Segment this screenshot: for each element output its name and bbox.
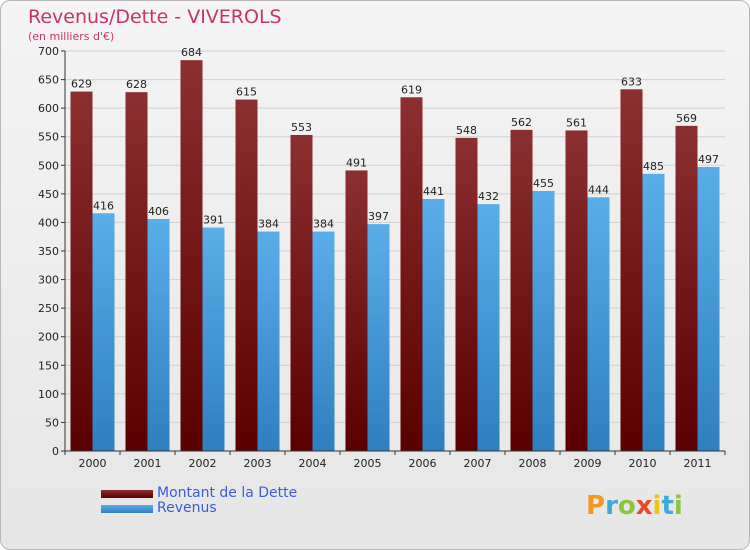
legend-swatch-debt xyxy=(101,490,153,498)
bar-revenue xyxy=(312,231,335,451)
y-tick-label: 100 xyxy=(38,388,59,401)
bar-debt xyxy=(510,129,533,451)
legend-label-revenue: Revenus xyxy=(157,500,217,516)
data-label: 633 xyxy=(621,75,642,88)
logo-letter: i xyxy=(652,491,662,521)
data-label: 406 xyxy=(148,205,169,218)
chart-title: Revenus/Dette - VIVEROLS xyxy=(28,6,282,28)
bar-revenue xyxy=(257,231,280,451)
data-label: 491 xyxy=(346,156,367,169)
y-tick-label: 550 xyxy=(38,131,59,144)
logo-letter: i xyxy=(673,491,683,521)
data-label: 561 xyxy=(566,116,587,129)
y-tick-label: 650 xyxy=(38,74,59,87)
bar-revenue xyxy=(697,167,720,451)
data-label: 432 xyxy=(478,190,499,203)
data-label: 391 xyxy=(203,214,224,227)
chart-subtitle: (en milliers d'€) xyxy=(28,30,115,43)
bar-revenue xyxy=(532,191,555,451)
x-tick-label: 2008 xyxy=(519,457,547,470)
bar-debt xyxy=(675,125,698,451)
data-label: 444 xyxy=(588,183,609,196)
bar-debt xyxy=(180,60,203,452)
bar-debt xyxy=(235,99,258,452)
y-tick-label: 400 xyxy=(38,216,59,229)
x-tick-label: 2007 xyxy=(464,457,492,470)
bar-debt xyxy=(125,92,148,452)
bar-revenue xyxy=(477,204,500,451)
data-label: 455 xyxy=(533,177,554,190)
bar-revenue xyxy=(367,224,390,451)
y-tick-label: 450 xyxy=(38,188,59,201)
data-label: 485 xyxy=(643,160,664,173)
data-label: 628 xyxy=(126,78,147,91)
x-tick-label: 2006 xyxy=(409,457,437,470)
bar-debt xyxy=(345,170,368,451)
data-label: 619 xyxy=(401,83,422,96)
data-label: 569 xyxy=(676,112,697,125)
bar-revenue xyxy=(202,227,225,451)
logo-letter: x xyxy=(635,491,653,521)
bar-revenue xyxy=(147,219,170,451)
bar-revenue xyxy=(422,199,445,451)
y-tick-label: 350 xyxy=(38,245,59,258)
bar-debt xyxy=(400,97,423,452)
y-tick-label: 500 xyxy=(38,159,59,172)
data-label: 384 xyxy=(313,218,334,231)
bar-debt xyxy=(290,135,313,451)
x-tick-label: 2000 xyxy=(79,457,107,470)
y-tick-label: 300 xyxy=(38,274,59,287)
data-label: 629 xyxy=(71,78,92,91)
bar-debt xyxy=(70,91,93,452)
x-tick-label: 2002 xyxy=(189,457,217,470)
y-tick-label: 0 xyxy=(52,445,59,458)
x-tick-label: 2005 xyxy=(354,457,382,470)
data-label: 553 xyxy=(291,121,312,134)
data-label: 548 xyxy=(456,124,477,137)
grid-lines xyxy=(65,50,725,452)
bar-revenue xyxy=(642,173,665,451)
bar-debt xyxy=(565,130,588,451)
legend-label-debt: Montant de la Dette xyxy=(157,485,298,501)
y-tick-label: 200 xyxy=(38,331,59,344)
logo-letter: t xyxy=(661,491,674,521)
bar-debt xyxy=(455,137,478,451)
x-tick-label: 2009 xyxy=(574,457,602,470)
bars: 629 416 628 406 684 391 615 384 553 384 491 397 619 4… xyxy=(70,46,720,452)
logo-letter: o xyxy=(617,491,636,521)
bar-debt xyxy=(620,89,643,452)
y-tick-label: 250 xyxy=(38,302,59,315)
bar-revenue xyxy=(92,213,115,451)
logo-letter: P xyxy=(586,491,606,521)
x-tick-label: 2011 xyxy=(684,457,712,470)
axes: 0 50 100 150 200 250 300 350 400 450 500 550 600 650 7… xyxy=(38,45,726,470)
y-tick-label: 150 xyxy=(38,359,59,372)
y-tick-label: 700 xyxy=(38,45,59,58)
legend-swatch-revenue xyxy=(101,505,153,513)
x-tick-label: 2001 xyxy=(134,457,162,470)
data-label: 497 xyxy=(698,153,719,166)
logo-letter: r xyxy=(605,491,618,521)
data-label: 416 xyxy=(93,199,114,212)
data-label: 562 xyxy=(511,116,532,129)
data-label: 384 xyxy=(258,218,279,231)
y-tick-label: 50 xyxy=(45,416,59,429)
data-label: 441 xyxy=(423,185,444,198)
x-tick-label: 2004 xyxy=(299,457,327,470)
x-tick-label: 2003 xyxy=(244,457,272,470)
data-label: 397 xyxy=(368,210,389,223)
y-tick-label: 600 xyxy=(38,102,59,115)
data-label: 615 xyxy=(236,86,257,99)
proxiti-logo: Proxiti xyxy=(586,491,683,521)
data-label: 684 xyxy=(181,46,202,59)
bar-revenue xyxy=(587,197,610,451)
x-tick-label: 2010 xyxy=(629,457,657,470)
